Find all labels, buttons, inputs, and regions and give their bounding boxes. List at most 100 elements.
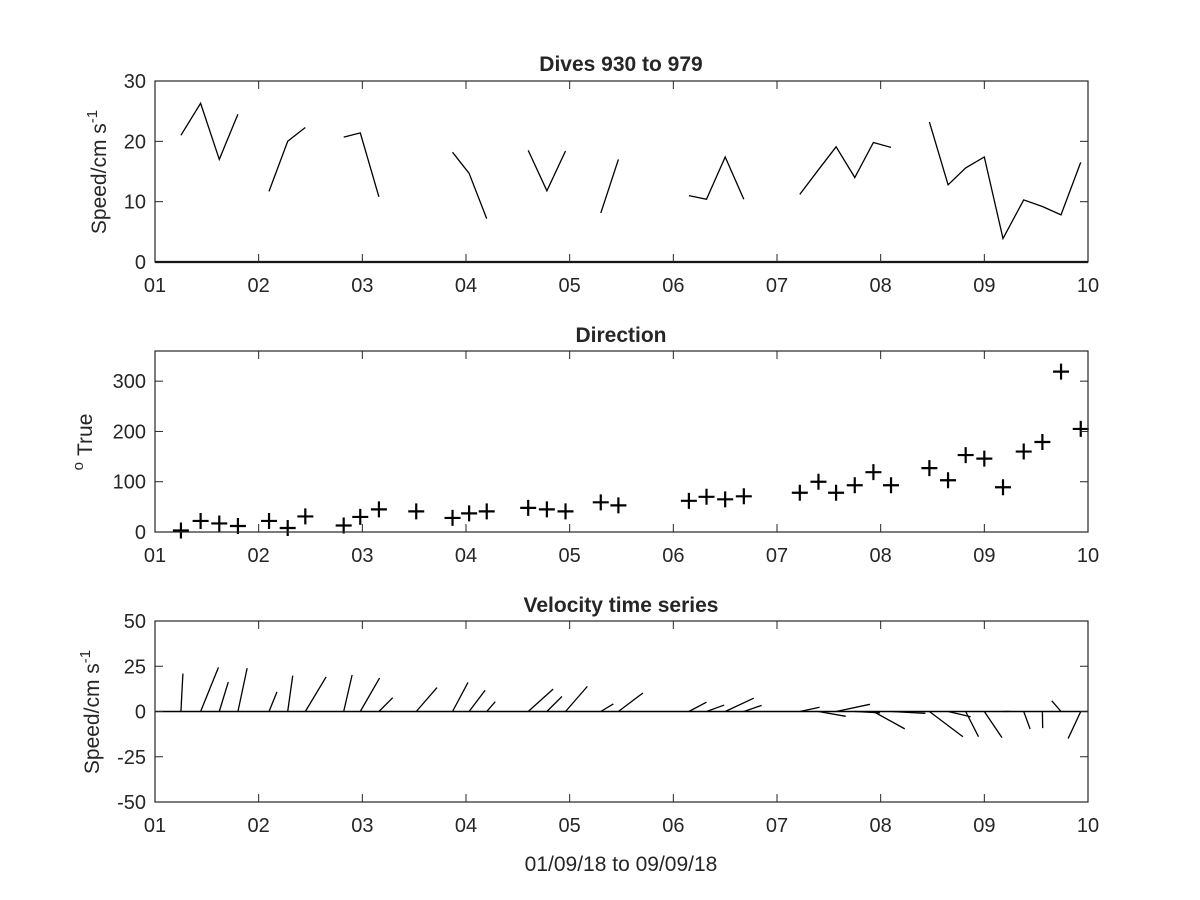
direction-point (1015, 443, 1032, 460)
x-tick-label: 05 (559, 815, 581, 837)
x-tick-label: 09 (973, 545, 995, 567)
direction-point (735, 488, 752, 505)
direction-point (1072, 420, 1089, 437)
speed-y-axis-label-superscript: -1 (84, 110, 101, 123)
velocity-stick (415, 687, 438, 712)
direction-point (538, 501, 555, 518)
x-tick-label: 03 (351, 815, 373, 837)
direction-y-axis-label-prefix: o (70, 462, 87, 470)
direction-point (408, 503, 425, 520)
axes-box (154, 350, 1089, 533)
direction-point (1053, 363, 1070, 380)
x-tick-label: 06 (662, 545, 684, 567)
direction-point (261, 512, 278, 529)
y-tick-label: 0 (135, 522, 146, 544)
y-tick-label: 30 (124, 71, 146, 93)
speed-panel-title: Dives 930 to 979 (539, 53, 702, 76)
direction-point (791, 484, 808, 501)
velocity-stick (451, 682, 469, 712)
speed-line-segment (343, 132, 380, 197)
direction-point (211, 515, 228, 532)
direction-point (520, 499, 537, 516)
velocity-stick (468, 689, 486, 712)
x-tick-label: 07 (766, 275, 788, 297)
direction-point (940, 472, 957, 489)
direction-point (610, 497, 627, 514)
y-tick-label: 0 (135, 252, 146, 274)
x-tick-label: 10 (1077, 815, 1099, 837)
speed-line-segment (688, 155, 745, 201)
y-tick-label: 10 (124, 192, 146, 214)
velocity-stick (1051, 700, 1062, 712)
x-tick-label: 10 (1077, 275, 1099, 297)
velocity-stick (218, 681, 229, 712)
velocity-stick (617, 692, 644, 713)
y-tick-label: 100 (113, 472, 146, 494)
speed-line-segment (180, 101, 239, 162)
direction-point (1034, 434, 1051, 451)
y-tick-label: 300 (113, 371, 146, 393)
velocity-stick (200, 667, 220, 712)
x-tick-label: 06 (662, 815, 684, 837)
velocity-stick (947, 710, 971, 718)
direction-panel: Direction oTrue 01 02 03 04 05 06 07 08 09 100100… (70, 324, 1099, 567)
direction-point (698, 488, 715, 505)
velocity-stick (359, 677, 381, 712)
y-tick-label: 20 (124, 131, 146, 153)
direction-point (957, 447, 974, 464)
direction-point (229, 517, 246, 534)
velocity-stick (565, 685, 588, 712)
direction-series (172, 363, 1089, 539)
direction-point (717, 491, 734, 508)
direction-point (680, 492, 697, 509)
velocity-stick (378, 697, 394, 712)
velocity-stick (1023, 711, 1031, 730)
speed-axes: 01 02 03 04 05 06 07 08 09 10 0 10 20 30 (124, 71, 1099, 297)
y-tick-label: 50 (124, 611, 146, 633)
velocity-stick (799, 706, 820, 713)
velocity-stick (527, 688, 554, 712)
x-tick-label: 01 (144, 545, 166, 567)
direction-point (192, 512, 209, 529)
y-tick-label: -25 (117, 747, 146, 769)
speed-series (155, 101, 1088, 264)
direction-y-axis-label: o True (70, 414, 97, 471)
x-tick-label: 02 (248, 815, 270, 837)
direction-y-axis-label-text: True (74, 414, 97, 456)
velocity-series (155, 667, 1088, 739)
x-tick-label: 04 (455, 815, 477, 837)
velocity-stick (287, 675, 294, 712)
velocity-stick (237, 667, 248, 712)
velocity-stick (706, 704, 725, 713)
direction-point (370, 501, 387, 518)
x-tick-label: 08 (870, 275, 892, 297)
speed-line-segment (268, 126, 306, 192)
direction-point (921, 460, 938, 477)
direction-point (810, 473, 827, 490)
speed-line-segment (799, 141, 892, 195)
x-tick-label: 05 (559, 545, 581, 567)
x-tick-label: 05 (559, 275, 581, 297)
velocity-stick (965, 711, 980, 737)
x-tick-label: 06 (662, 275, 684, 297)
velocity-stick (486, 701, 496, 712)
velocity-stick (873, 710, 906, 730)
velocity-stick (890, 710, 926, 714)
velocity-x-axis-label: 01/09/18 to 09/09/18 (525, 853, 718, 876)
velocity-stick (546, 695, 563, 712)
velocity-stick (928, 710, 964, 738)
axes-box (154, 80, 1089, 263)
speed-line-segment (527, 150, 567, 193)
velocity-stick (818, 710, 846, 717)
velocity-stick (983, 711, 1003, 738)
direction-point (279, 519, 296, 536)
x-tick-label: 03 (351, 275, 373, 297)
velocity-stick (743, 704, 762, 713)
direction-point (865, 464, 882, 481)
y-tick-label: 200 (113, 421, 146, 443)
y-tick-label: 0 (135, 702, 146, 724)
direction-point (976, 450, 993, 467)
velocity-stick (1067, 711, 1082, 739)
direction-point (444, 509, 461, 526)
x-tick-label: 01 (144, 815, 166, 837)
